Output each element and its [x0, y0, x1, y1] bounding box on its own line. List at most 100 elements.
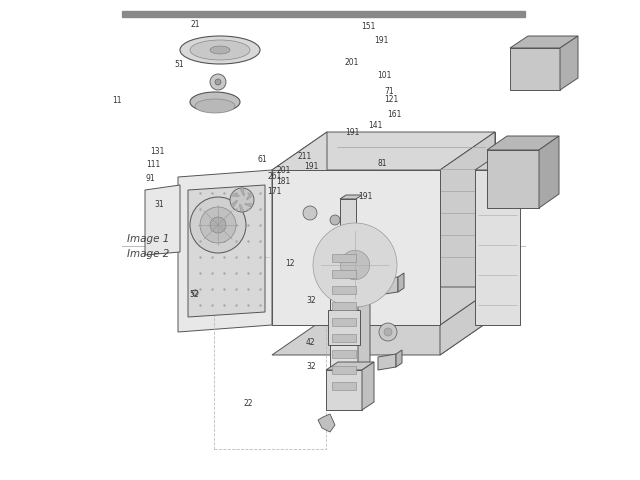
- Polygon shape: [178, 170, 272, 332]
- Polygon shape: [396, 350, 402, 367]
- Polygon shape: [318, 414, 335, 432]
- Text: 161: 161: [387, 110, 401, 119]
- Text: 21: 21: [191, 21, 200, 29]
- Bar: [214, 257, 326, 449]
- Polygon shape: [487, 136, 559, 150]
- Polygon shape: [332, 302, 356, 310]
- Circle shape: [192, 290, 198, 296]
- Polygon shape: [340, 199, 356, 227]
- Text: 31: 31: [155, 200, 164, 209]
- Polygon shape: [326, 370, 362, 410]
- Text: 151: 151: [362, 23, 376, 31]
- Polygon shape: [510, 48, 560, 90]
- Polygon shape: [247, 192, 253, 200]
- Text: Image 1: Image 1: [127, 234, 169, 243]
- Polygon shape: [440, 200, 495, 355]
- Ellipse shape: [210, 46, 230, 54]
- Text: 201: 201: [344, 58, 358, 67]
- Ellipse shape: [195, 99, 235, 113]
- Text: 32: 32: [306, 296, 316, 305]
- Text: 41: 41: [193, 45, 203, 53]
- Polygon shape: [332, 366, 356, 374]
- Polygon shape: [332, 382, 356, 390]
- Text: 71: 71: [384, 87, 394, 96]
- Circle shape: [215, 79, 221, 85]
- Circle shape: [210, 217, 226, 233]
- Polygon shape: [330, 235, 358, 405]
- Polygon shape: [145, 185, 180, 255]
- Polygon shape: [188, 185, 265, 317]
- Text: 81: 81: [378, 159, 387, 168]
- Circle shape: [200, 207, 236, 243]
- Text: 191: 191: [374, 36, 388, 45]
- Polygon shape: [272, 317, 495, 355]
- Ellipse shape: [180, 36, 260, 64]
- Polygon shape: [362, 362, 374, 410]
- Polygon shape: [332, 254, 356, 262]
- Polygon shape: [340, 195, 362, 199]
- Text: 211: 211: [298, 153, 312, 161]
- Text: 191: 191: [358, 192, 372, 201]
- Ellipse shape: [190, 92, 240, 112]
- Text: 51: 51: [174, 60, 184, 69]
- Text: 121: 121: [384, 95, 398, 104]
- Text: 191: 191: [346, 128, 360, 137]
- Polygon shape: [358, 227, 370, 405]
- Text: 11: 11: [112, 96, 122, 105]
- Circle shape: [340, 250, 370, 280]
- Text: 12: 12: [285, 260, 294, 268]
- Circle shape: [330, 215, 340, 225]
- Text: 191: 191: [305, 162, 319, 171]
- Ellipse shape: [190, 40, 250, 60]
- Circle shape: [384, 328, 392, 336]
- Polygon shape: [332, 350, 356, 358]
- Polygon shape: [272, 170, 440, 325]
- Polygon shape: [231, 200, 237, 208]
- Polygon shape: [332, 286, 356, 294]
- Polygon shape: [398, 273, 404, 292]
- Text: 171: 171: [268, 188, 282, 196]
- Polygon shape: [230, 193, 239, 197]
- Text: Image 2: Image 2: [127, 250, 169, 259]
- Circle shape: [190, 197, 246, 253]
- Polygon shape: [539, 136, 559, 208]
- Text: 52: 52: [189, 290, 199, 299]
- Polygon shape: [328, 310, 360, 345]
- Polygon shape: [332, 318, 356, 326]
- Polygon shape: [327, 132, 495, 287]
- Circle shape: [313, 223, 397, 307]
- Polygon shape: [272, 132, 495, 170]
- Polygon shape: [240, 188, 244, 196]
- Polygon shape: [510, 36, 578, 48]
- Polygon shape: [475, 158, 538, 170]
- Text: 131: 131: [150, 147, 164, 156]
- Text: 61: 61: [257, 155, 267, 164]
- Polygon shape: [272, 132, 327, 325]
- Polygon shape: [239, 204, 244, 212]
- Text: 42: 42: [306, 338, 316, 347]
- Polygon shape: [378, 354, 396, 370]
- Text: 141: 141: [368, 121, 382, 130]
- Polygon shape: [332, 334, 356, 342]
- Text: 32: 32: [306, 362, 316, 371]
- Text: 181: 181: [276, 178, 291, 186]
- Polygon shape: [378, 277, 398, 295]
- Text: 201: 201: [276, 166, 291, 175]
- Polygon shape: [440, 132, 495, 325]
- Polygon shape: [326, 362, 374, 370]
- Text: 22: 22: [243, 399, 253, 408]
- Text: 101: 101: [378, 72, 392, 80]
- Circle shape: [210, 74, 226, 90]
- Text: 111: 111: [146, 160, 160, 169]
- Polygon shape: [244, 204, 253, 207]
- Text: 91: 91: [146, 174, 156, 183]
- Circle shape: [379, 323, 397, 341]
- Polygon shape: [330, 227, 370, 235]
- Polygon shape: [560, 36, 578, 90]
- Bar: [122, 11, 525, 17]
- Text: 261: 261: [268, 172, 282, 180]
- Circle shape: [230, 188, 254, 212]
- Polygon shape: [272, 287, 495, 325]
- Polygon shape: [475, 170, 520, 325]
- Circle shape: [303, 206, 317, 220]
